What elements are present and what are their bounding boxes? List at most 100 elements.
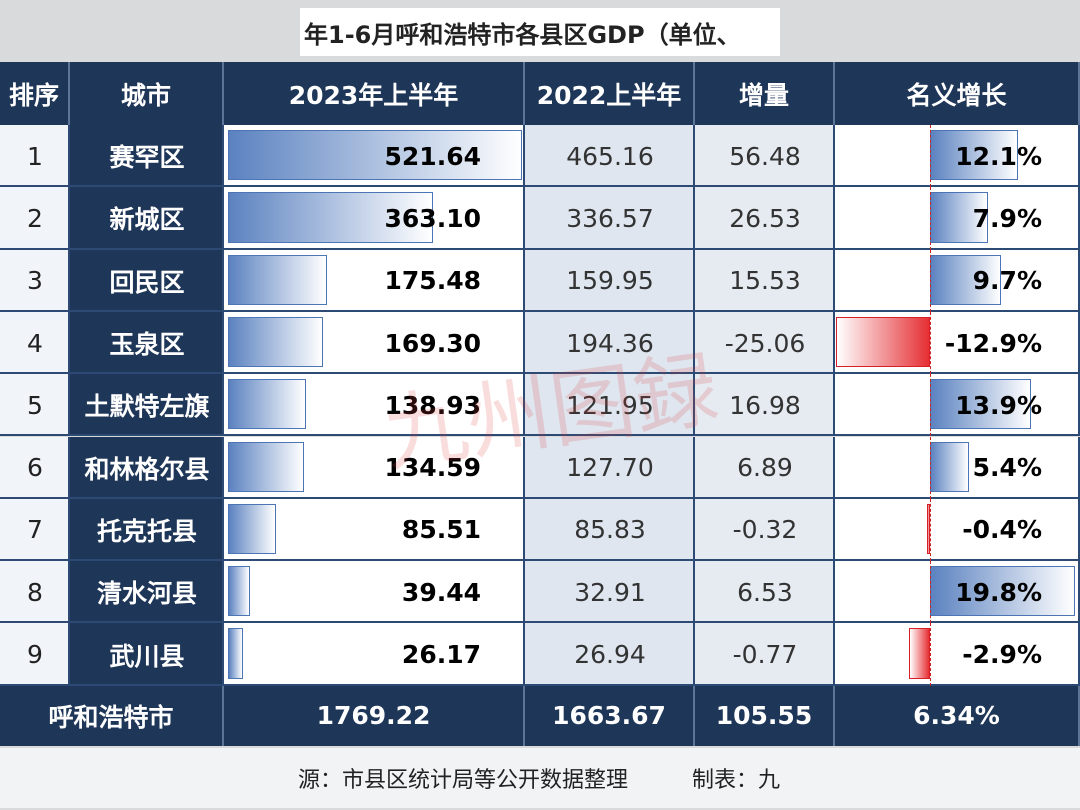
data-bar: [228, 254, 327, 305]
rank: 7: [27, 515, 43, 545]
gdp-2023: 138.93: [384, 390, 481, 420]
cell-bg: [70, 125, 224, 188]
gdp-2023: 134.59: [384, 453, 481, 483]
cell-bg: [70, 311, 224, 375]
maker: 制表：九: [692, 768, 781, 793]
gdp-2022: 336.57: [566, 203, 654, 233]
growth: -12.9%: [944, 328, 1042, 358]
cell-bg: [695, 187, 835, 250]
cell-bg: [525, 249, 695, 312]
data-bar: [228, 566, 251, 617]
growth: 13.9%: [955, 390, 1042, 420]
axis-line: [930, 498, 931, 562]
cell-bg: [70, 561, 224, 624]
data-bar: [228, 379, 307, 430]
data-bar: [228, 316, 324, 368]
cell-bg: [695, 125, 835, 188]
cell-bg: [695, 623, 835, 686]
gdp-2023: 521.64: [384, 141, 481, 171]
gdp-2023: 39.44: [401, 577, 481, 607]
cell-bg: [0, 498, 70, 562]
axis-line: [930, 561, 931, 624]
gdp-2023: 85.51: [401, 515, 481, 545]
cell-bg: [0, 436, 70, 499]
decline-bar: [908, 628, 930, 679]
gdp-2022: 26.94: [574, 640, 646, 670]
city: 玉泉区: [109, 330, 185, 360]
cell-bg: [835, 623, 1080, 686]
cell-bg: [695, 374, 835, 437]
rank: 8: [27, 577, 43, 607]
cell-bg: [525, 623, 695, 686]
footer: 源：市县区统计局等公开数据整理 制表：九: [0, 748, 1080, 808]
city: 新城区: [109, 205, 185, 235]
column-header: 城市: [70, 62, 224, 125]
data-bar: [228, 628, 243, 679]
total-value: 6.34%: [835, 685, 1080, 746]
data-bar: [228, 503, 277, 555]
growth-bar: [930, 566, 1075, 617]
growth: -0.4%: [962, 515, 1042, 545]
cell-bg: [224, 561, 525, 624]
growth-bar: [930, 379, 1032, 430]
cell-bg: [70, 623, 224, 686]
cell-bg: [70, 249, 224, 312]
axis-line: [930, 311, 931, 375]
total-value: 1769.22: [224, 685, 525, 746]
cell-bg: [835, 498, 1080, 562]
increase: -0.32: [732, 515, 798, 545]
cell-bg: [0, 311, 70, 375]
cell-bg: [695, 498, 835, 562]
cell-bg: [695, 249, 835, 312]
city: 托克托县: [96, 516, 197, 546]
axis-line: [930, 623, 931, 686]
column-header: 增量: [695, 62, 835, 125]
gdp-2023: 169.30: [384, 328, 481, 358]
column-header: 排序: [0, 62, 70, 125]
decline-bar: [927, 503, 930, 555]
cell-bg: [525, 187, 695, 250]
rank: 5: [27, 390, 43, 420]
increase: 56.48: [729, 141, 801, 171]
column-header: 2022上半年: [525, 62, 695, 125]
city: 土默特左旗: [84, 392, 210, 422]
axis-line: [930, 374, 931, 437]
growth-bar: [930, 192, 988, 243]
cell-bg: [0, 561, 70, 624]
decline-bar: [835, 316, 930, 368]
title-box: 年1-6月呼和浩特市各县区GDP（单位、: [300, 8, 780, 56]
source: 源：市县区统计局等公开数据整理: [298, 768, 629, 793]
cell-bg: [525, 125, 695, 188]
growth: 5.4%: [972, 453, 1042, 483]
city: 赛罕区: [109, 143, 185, 173]
axis-line: [930, 249, 931, 312]
rank: 9: [27, 640, 43, 670]
cell-bg: [0, 249, 70, 312]
data-bar: [228, 192, 433, 243]
increase: -0.77: [732, 640, 798, 670]
axis-line: [930, 436, 931, 499]
column-header: 2023年上半年: [224, 62, 525, 125]
city: 清水河县: [96, 579, 197, 609]
column-header: 名义增长: [835, 62, 1080, 125]
cell-bg: [525, 311, 695, 375]
growth: 12.1%: [955, 141, 1042, 171]
growth: 7.9%: [972, 203, 1042, 233]
cell-bg: [695, 561, 835, 624]
gdp-2022: 159.95: [566, 266, 654, 296]
rank: 1: [27, 141, 43, 171]
increase: 15.53: [729, 266, 801, 296]
growth: 19.8%: [955, 577, 1042, 607]
cell-bg: [0, 187, 70, 250]
cell-bg: [695, 436, 835, 499]
cell-bg: [0, 374, 70, 437]
gdp-2023: 175.48: [384, 266, 481, 296]
cell-bg: [695, 311, 835, 375]
city: 武川县: [109, 641, 185, 671]
cell-bg: [70, 187, 224, 250]
gdp-2022: 85.83: [574, 515, 646, 545]
increase: 6.53: [737, 577, 793, 607]
gdp-2022: 127.70: [566, 453, 654, 483]
data-bar: [228, 130, 522, 181]
